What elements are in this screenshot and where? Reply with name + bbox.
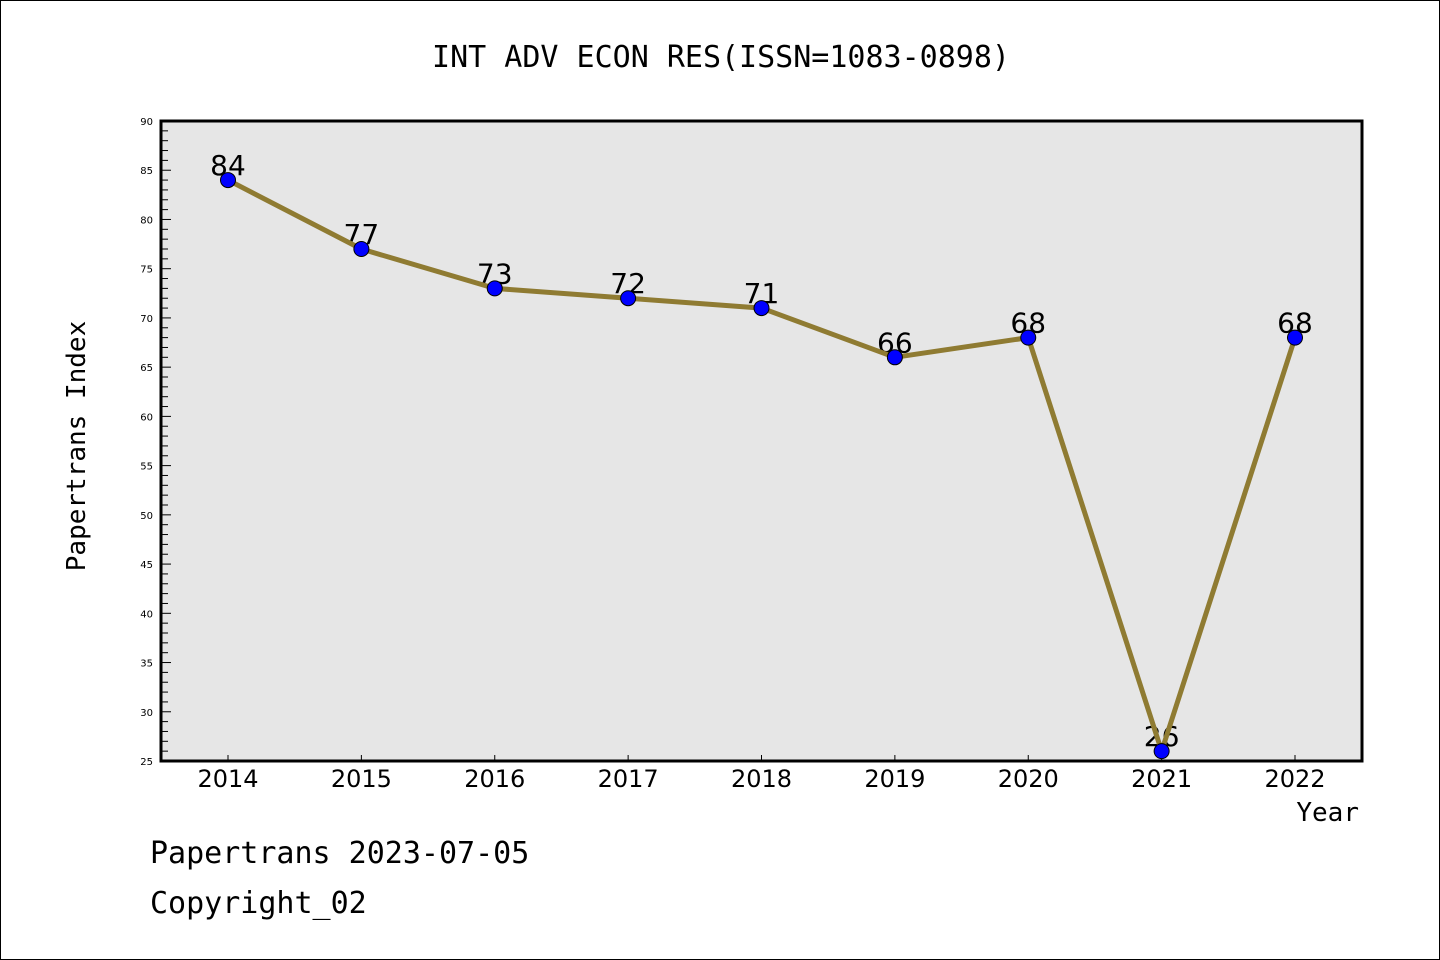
x-tick-label: 2020 xyxy=(998,765,1059,793)
plot-frame xyxy=(159,119,1364,763)
data-point xyxy=(1287,329,1303,346)
x-tick-label: 2017 xyxy=(598,765,659,793)
y-tick-label: 45 xyxy=(140,560,153,571)
data-point xyxy=(220,172,236,189)
x-axis-label: Year xyxy=(1296,798,1359,828)
y-tick-label: 40 xyxy=(140,609,153,620)
data-point xyxy=(620,290,637,307)
data-point xyxy=(353,241,370,257)
y-tick-label: 60 xyxy=(140,412,153,423)
y-tick-label: 90 xyxy=(140,117,153,128)
x-tick-label: 2018 xyxy=(731,765,792,793)
x-tick-label: 2014 xyxy=(197,765,258,793)
data-point xyxy=(1020,329,1037,346)
y-tick-label: 85 xyxy=(140,166,153,177)
data-point xyxy=(886,349,903,366)
y-axis-label: Papertrans Index xyxy=(62,321,92,571)
x-tick-label: 2016 xyxy=(464,765,525,793)
data-point xyxy=(1153,743,1170,760)
y-tick-label: 55 xyxy=(140,462,153,473)
plot-area xyxy=(161,121,1362,761)
y-tick-label: 30 xyxy=(140,708,153,719)
x-tick-label: 2021 xyxy=(1131,765,1192,793)
y-tick-label: 70 xyxy=(140,314,153,325)
chart-title: INT ADV ECON RES(ISSN=1083-0898) xyxy=(432,40,1010,75)
x-tick-label: 2019 xyxy=(864,765,925,793)
footer-date: Papertrans 2023-07-05 xyxy=(150,836,530,871)
y-tick-label: 35 xyxy=(140,659,153,670)
y-tick-label: 80 xyxy=(140,215,153,226)
footer-copyright: Copyright_02 xyxy=(150,886,367,921)
data-point xyxy=(486,280,503,297)
y-tick-label: 75 xyxy=(140,265,153,276)
y-tick-label: 50 xyxy=(140,511,153,522)
x-tick-label: 2015 xyxy=(331,765,392,793)
data-point xyxy=(753,300,770,317)
x-tick-label: 2022 xyxy=(1264,765,1325,793)
y-tick-label: 65 xyxy=(140,363,153,374)
y-tick-label: 25 xyxy=(140,757,153,768)
